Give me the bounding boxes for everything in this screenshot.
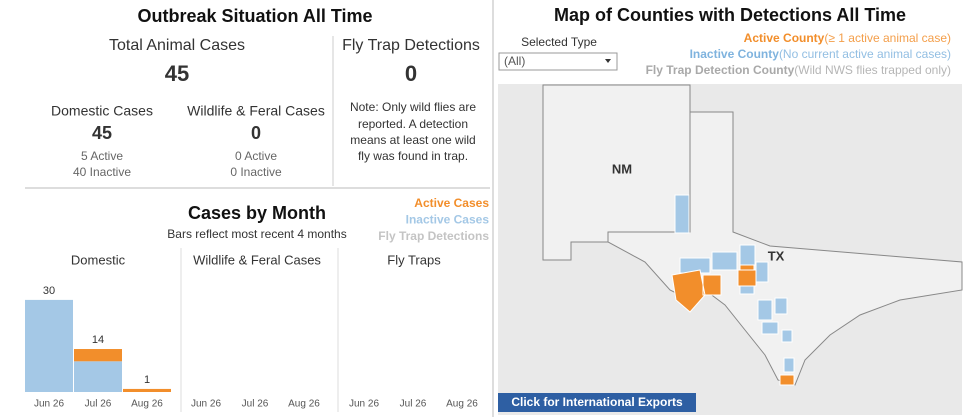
inactive-counties xyxy=(674,194,795,373)
bar-segment xyxy=(74,361,122,392)
note-line: means at least one wild xyxy=(350,133,475,147)
legend-entry: Fly Trap Detections xyxy=(378,229,489,243)
legend-entry: Active Cases xyxy=(414,196,489,210)
x-tick-label: Jun 26 xyxy=(191,399,221,410)
wildlife-inactive: 0 Inactive xyxy=(230,165,282,179)
bar-chart: Active Cases Inactive Cases Fly Trap Detec… xyxy=(25,196,490,410)
x-tick-label: Aug 26 xyxy=(131,399,163,410)
note-line: Note: Only wild flies are xyxy=(350,100,476,114)
filter-value: (All) xyxy=(504,54,525,68)
domestic-value: 45 xyxy=(92,123,112,143)
chart-title: Cases by Month xyxy=(188,203,326,223)
bar-total-label: 30 xyxy=(43,285,55,297)
bar-total-label: 14 xyxy=(92,334,104,346)
export-button-label: Click for International Exports xyxy=(511,395,683,409)
x-tick-label: Jun 26 xyxy=(34,399,64,410)
note-line: fly was found in trap. xyxy=(358,149,468,163)
legend-desc: (≥ 1 active animal case) xyxy=(824,31,951,45)
bar-segment xyxy=(123,388,171,392)
map-title: Map of Counties with Detections All Time xyxy=(554,5,906,25)
state-label: NM xyxy=(612,161,632,176)
legend-desc: (No current active animal cases) xyxy=(779,47,951,61)
state-label: TX xyxy=(768,248,785,263)
filter-label: Selected Type xyxy=(521,35,597,49)
x-tick-label: Aug 26 xyxy=(446,399,478,410)
map-legend-entry: Active County(≥ 1 active animal case) xyxy=(744,31,951,45)
total-label: Total Animal Cases xyxy=(109,37,245,54)
filter-dropdown[interactable] xyxy=(498,52,618,71)
domestic-inactive: 40 Inactive xyxy=(73,165,131,179)
bar-segment xyxy=(25,299,73,392)
panel-title: Wildlife & Feral Cases xyxy=(193,252,321,267)
panel-title: Fly Traps xyxy=(387,252,441,267)
x-tick-label: Jul 26 xyxy=(242,399,269,410)
x-tick-label: Jun 26 xyxy=(349,399,379,410)
state-tx xyxy=(607,111,963,386)
active-counties xyxy=(671,264,795,386)
wildlife-value: 0 xyxy=(251,123,261,143)
legend-name: Inactive County xyxy=(690,47,780,61)
legend-desc: (Wild NWS flies trapped only) xyxy=(794,63,951,77)
fly-label: Fly Trap Detections xyxy=(342,37,480,54)
legend-entry: Inactive Cases xyxy=(406,213,490,227)
x-tick-label: Jul 26 xyxy=(85,399,112,410)
panel-title: Domestic xyxy=(71,252,126,267)
domestic-label: Domestic Cases xyxy=(51,103,153,119)
summary-title: Outbreak Situation All Time xyxy=(137,6,372,26)
fly-value: 0 xyxy=(405,61,417,86)
wildlife-label: Wildlife & Feral Cases xyxy=(187,103,325,119)
bar-total-label: 1 xyxy=(144,374,150,386)
x-tick-label: Aug 26 xyxy=(288,399,320,410)
chart-subtitle: Bars reflect most recent 4 months xyxy=(167,227,346,241)
export-button[interactable] xyxy=(498,393,696,412)
x-tick-label: Jul 26 xyxy=(400,399,427,410)
map-legend-entry: Fly Trap Detection County(Wild NWS flies… xyxy=(646,63,951,77)
legend-name: Fly Trap Detection County xyxy=(646,63,795,77)
map-legend-entry: Inactive County(No current active animal… xyxy=(690,47,951,61)
total-value: 45 xyxy=(165,61,189,86)
domestic-active: 5 Active xyxy=(81,149,123,163)
map-legend: Active County(≥ 1 active animal case) Ina… xyxy=(646,31,951,77)
legend-name: Active County xyxy=(744,31,825,45)
note-line: reported. A detection xyxy=(358,117,468,131)
dropdown-arrow xyxy=(605,59,611,63)
wildlife-active: 0 Active xyxy=(235,149,277,163)
bar-segment xyxy=(74,349,122,362)
